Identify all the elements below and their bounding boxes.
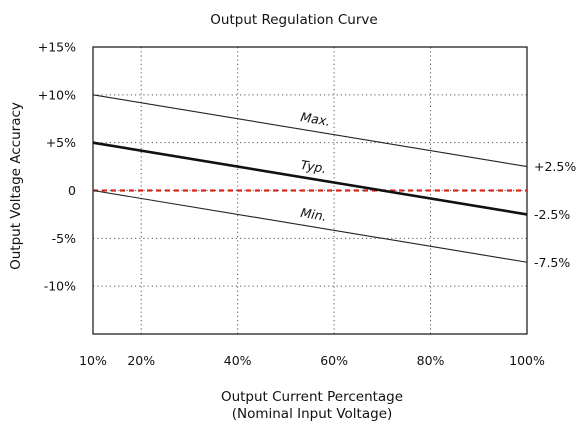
series-label-typ: Typ.	[300, 157, 328, 176]
y-tick-label-0: +15%	[38, 40, 76, 55]
y-tick-label-3: 0	[68, 183, 76, 198]
x-tick-label-1: 20%	[127, 353, 155, 368]
y-tick-label-5: -10%	[44, 279, 76, 294]
series-label-min: Min.	[300, 205, 328, 224]
y-tick-label-2: +5%	[46, 135, 76, 150]
right-end-label-0: +2.5%	[534, 159, 576, 174]
x-tick-label-0: 10%	[79, 353, 107, 368]
series-line-typ	[92, 141, 528, 216]
series-label-max: Max.	[300, 109, 332, 129]
x-tick-label-3: 60%	[320, 353, 348, 368]
y-tick-label-4: -5%	[52, 231, 76, 246]
right-end-label-2: -7.5%	[534, 255, 570, 270]
x-axis-title-line1: Output Current Percentage	[221, 389, 403, 405]
right-end-label-1: -2.5%	[534, 207, 570, 222]
chart-title: Output Regulation Curve	[210, 12, 377, 28]
x-tick-label-5: 100%	[509, 353, 545, 368]
x-tick-label-2: 40%	[224, 353, 252, 368]
y-tick-label-1: +10%	[38, 87, 76, 102]
y-axis-title: Output Voltage Accuracy	[8, 102, 24, 270]
series-line-max	[92, 94, 528, 168]
x-axis-title-line2: (Nominal Input Voltage)	[232, 406, 393, 422]
series-line-min	[92, 189, 528, 263]
x-tick-label-4: 80%	[417, 353, 445, 368]
